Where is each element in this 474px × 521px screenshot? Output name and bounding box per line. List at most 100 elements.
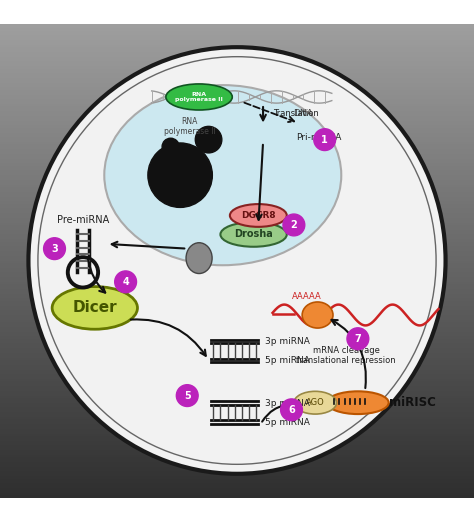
Bar [0,270,474,272]
Bar [0,398,474,400]
Bar [0,474,474,476]
Bar [0,263,474,265]
Bar [0,218,474,220]
Bar [0,256,474,258]
Text: AGO: AGO [306,398,325,407]
Bar [0,182,474,184]
Bar [0,69,474,71]
Bar [0,467,474,469]
Bar [0,493,474,495]
Bar [0,192,474,194]
Bar [0,222,474,225]
Bar [0,73,474,76]
Text: Dicer: Dicer [73,301,117,315]
Bar [0,386,474,389]
Bar [0,137,474,140]
Bar [0,227,474,230]
Text: 2: 2 [291,220,297,230]
Bar [0,381,474,384]
Bar [0,237,474,239]
Bar [0,374,474,377]
Bar [0,135,474,137]
Circle shape [347,328,369,350]
Circle shape [44,238,65,259]
Bar [0,284,474,287]
Bar [0,88,474,90]
Bar [0,301,474,303]
Bar [0,216,474,218]
Text: DGCR8: DGCR8 [241,211,276,220]
Bar [0,315,474,317]
Bar [0,40,474,42]
Bar [0,400,474,403]
Bar [0,395,474,398]
Bar [0,327,474,329]
Bar [0,424,474,426]
Text: RNA
polymerase II: RNA polymerase II [175,92,223,102]
Bar [0,210,474,213]
Bar [0,213,474,216]
Bar [0,490,474,493]
Bar [0,365,474,367]
Bar [0,403,474,405]
Bar [0,346,474,348]
Bar [0,180,474,182]
Bar [0,443,474,445]
Bar [0,132,474,135]
Circle shape [176,384,198,406]
Bar [0,469,474,472]
Bar [0,339,474,341]
Bar [0,123,474,126]
Bar [0,175,474,178]
Bar [0,436,474,438]
Bar [0,486,474,488]
Bar [0,232,474,234]
Ellipse shape [186,243,212,274]
Circle shape [281,399,302,421]
Bar [0,144,474,147]
Circle shape [115,271,137,293]
Bar [0,230,474,232]
Bar [0,158,474,161]
Text: mRNA cleavage
translational repression: mRNA cleavage translational repression [296,346,396,365]
Bar [0,114,474,116]
Text: DNA: DNA [293,109,313,118]
Bar [0,348,474,351]
Bar [0,163,474,166]
Bar [0,265,474,268]
Bar [0,130,474,132]
Bar [0,220,474,222]
Bar [0,419,474,421]
Circle shape [148,143,212,207]
Bar [0,49,474,52]
Bar [0,100,474,102]
Bar [0,92,474,95]
Bar [0,495,474,498]
Ellipse shape [230,204,287,227]
Bar [0,28,474,31]
Text: Pre-miRNA: Pre-miRNA [57,216,109,226]
Bar [0,90,474,92]
Bar [0,410,474,412]
Circle shape [162,138,179,155]
Bar [0,448,474,450]
Bar [0,317,474,320]
Bar [0,393,474,395]
Bar [0,379,474,381]
Bar [0,42,474,45]
Bar [0,343,474,346]
Ellipse shape [327,391,389,414]
Bar [0,156,474,158]
Bar [0,52,474,54]
Bar [0,83,474,85]
Bar [0,405,474,407]
Bar [0,106,474,109]
Bar [0,282,474,284]
Text: 6: 6 [288,405,295,415]
Bar [0,178,474,180]
Bar [0,97,474,100]
Bar [0,351,474,353]
Bar [0,391,474,393]
Bar [0,320,474,322]
Bar [0,33,474,35]
